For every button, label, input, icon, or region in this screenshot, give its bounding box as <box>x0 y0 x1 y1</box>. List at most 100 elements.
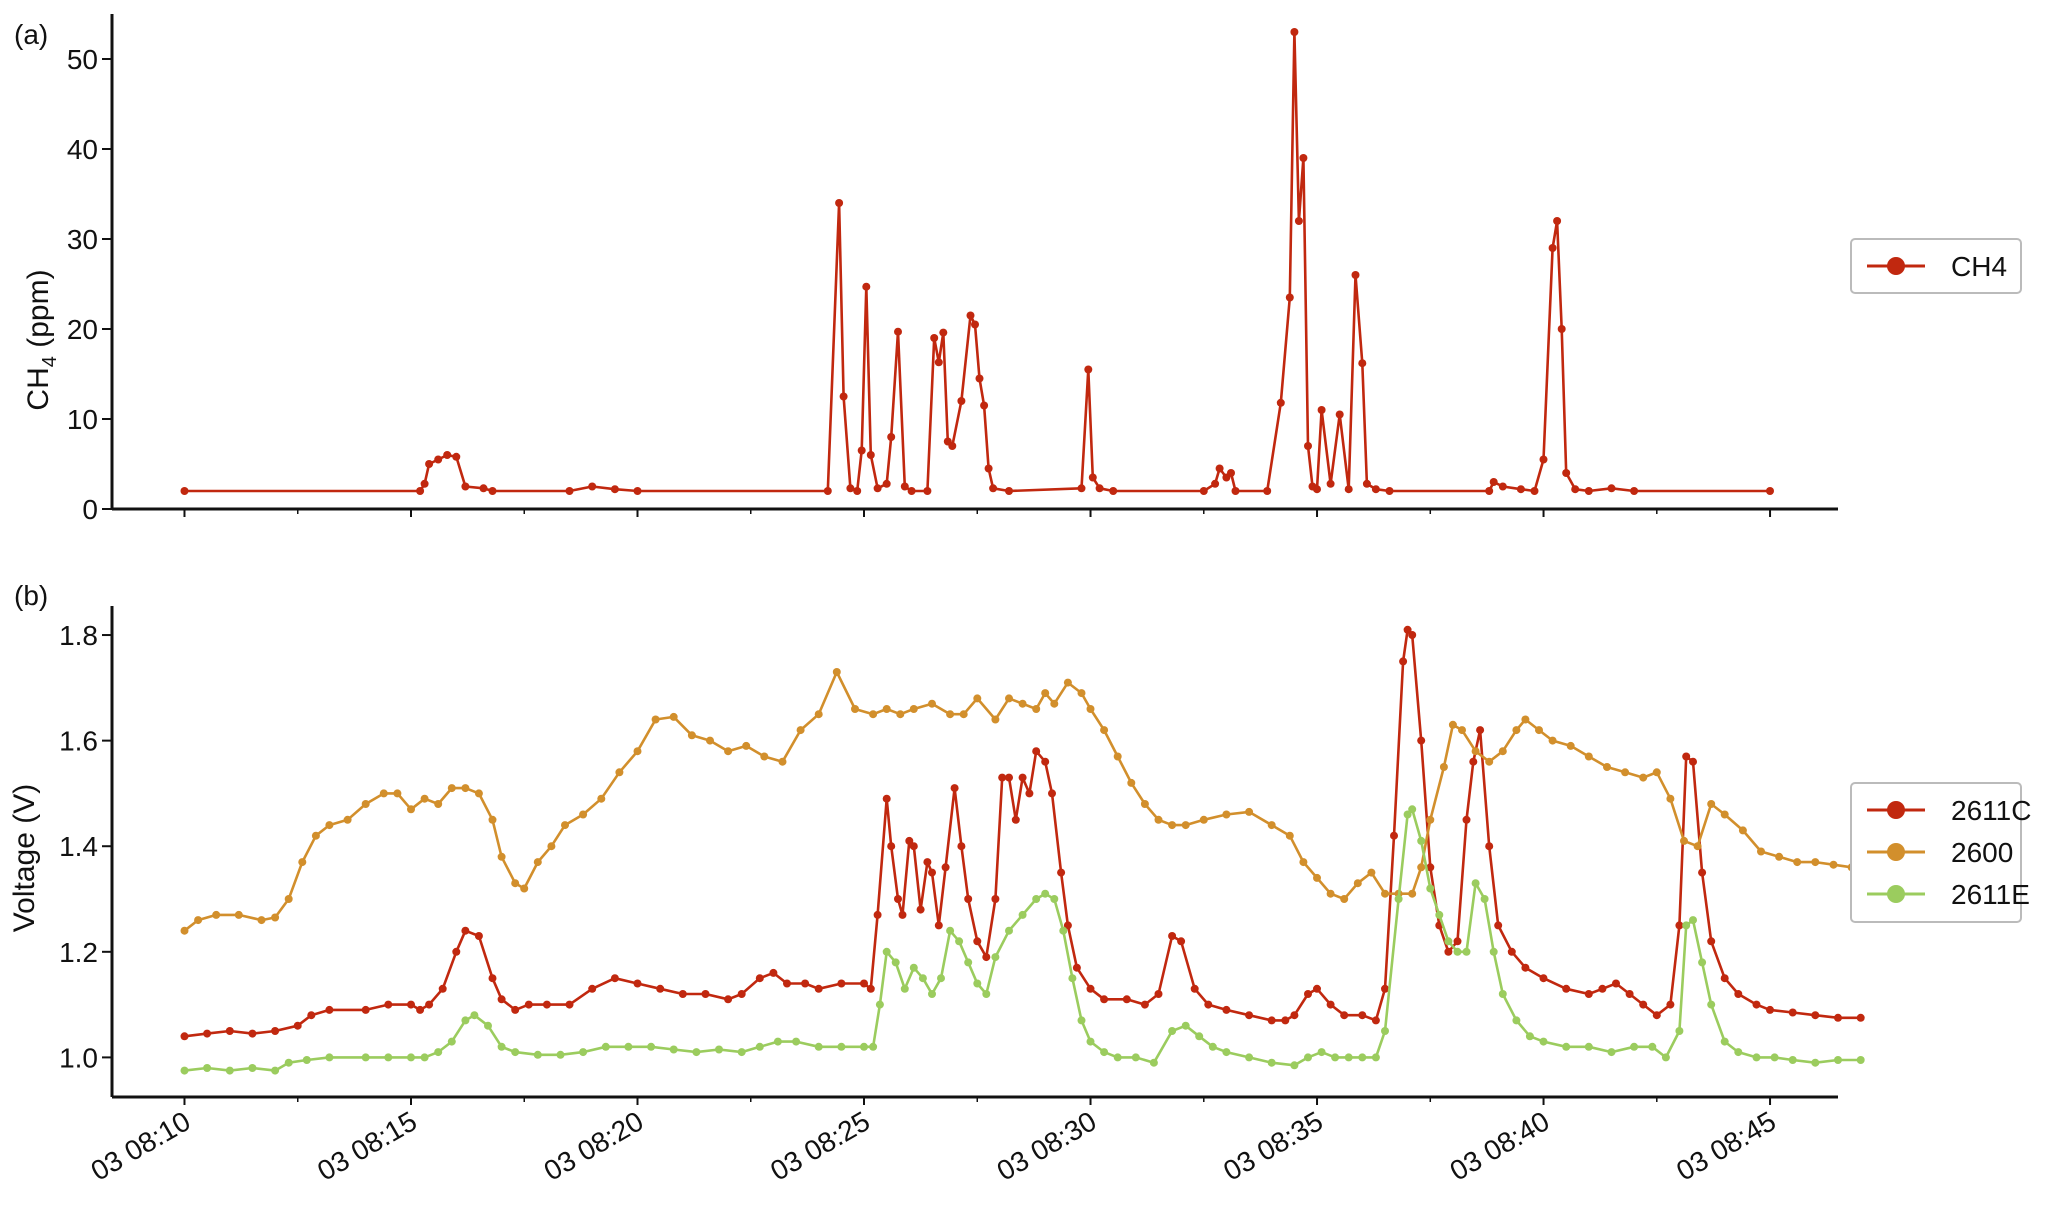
data-point-2611e <box>434 1048 443 1057</box>
data-point-2611c <box>1140 1000 1149 1009</box>
data-point-2611c <box>1100 995 1109 1004</box>
data-point-2600 <box>579 810 588 819</box>
data-point-2611c <box>991 895 1000 903</box>
data-point-2611e <box>1607 1048 1616 1057</box>
data-point-2611c <box>1358 1011 1367 1020</box>
data-point-2611c <box>998 773 1007 782</box>
data-point-2611c <box>1290 1011 1299 1020</box>
data-point-2600 <box>760 752 769 761</box>
data-point-2611c <box>1485 842 1494 851</box>
data-point-2600 <box>1417 863 1426 872</box>
data-point-2611e <box>271 1066 280 1075</box>
data-point-2600 <box>1408 889 1417 898</box>
data-point-2611e <box>1675 1027 1684 1035</box>
data-point-2611e <box>1770 1053 1779 1062</box>
data-point-2611c <box>293 1021 302 1030</box>
data-point-2611e <box>1834 1056 1842 1064</box>
data-point-2611c <box>180 1032 189 1041</box>
data-point-2600 <box>991 715 1000 724</box>
panel-a-ch4: (a) 0 10 20 30 40 50 CH4 (ppm) CH4 <box>14 14 2022 525</box>
data-point-2611c <box>1063 921 1072 930</box>
data-point-2600 <box>1222 810 1231 819</box>
data-point-2611e <box>973 979 982 988</box>
data-point-ch4 <box>1326 479 1335 488</box>
data-point-2611c <box>873 910 882 919</box>
data-point-ch4 <box>923 487 932 495</box>
data-point-2600 <box>928 699 936 708</box>
data-point-ch4 <box>853 487 862 495</box>
y-tick-label: 1.8 <box>59 620 98 651</box>
data-point-ch4 <box>1294 217 1303 225</box>
legend-2611c-marker <box>1887 801 1905 819</box>
data-point-2611c <box>1122 995 1131 1004</box>
data-point-2611c <box>1426 863 1435 872</box>
data-point-2611c <box>1788 1008 1797 1017</box>
data-point-2611c <box>894 895 902 903</box>
data-point-2611c <box>1639 1000 1648 1009</box>
data-point-2600 <box>1299 858 1308 867</box>
data-point-2611e <box>1408 805 1417 814</box>
data-point-2611e <box>1317 1048 1326 1057</box>
data-point-ch4 <box>588 482 597 491</box>
data-point-2600 <box>298 858 307 867</box>
data-point-2600 <box>1621 768 1630 777</box>
data-point-2611e <box>669 1045 678 1054</box>
data-point-2611c <box>1625 990 1634 998</box>
data-point-ch4 <box>1371 485 1380 494</box>
data-point-2611c <box>407 1000 415 1009</box>
data-point-2611c <box>898 910 907 919</box>
data-point-2611c <box>203 1029 212 1038</box>
data-point-ch4 <box>1553 217 1562 225</box>
data-point-2611c <box>1381 984 1389 993</box>
data-point-2600 <box>1521 715 1530 724</box>
data-point-ch4 <box>1362 479 1371 488</box>
data-point-2600 <box>1326 889 1335 898</box>
data-point-2611c <box>1453 937 1462 946</box>
data-point-2611c <box>1675 921 1684 930</box>
data-point-ch4 <box>443 451 452 459</box>
data-point-2611c <box>701 990 710 998</box>
data-point-2611c <box>1689 757 1697 766</box>
legend-2611e: 2611E <box>1867 879 2030 910</box>
data-point-2600 <box>1353 879 1362 888</box>
data-point-2611c <box>973 937 982 946</box>
y-tick-label: 40 <box>67 134 98 165</box>
data-point-2611e <box>1131 1053 1140 1062</box>
data-point-2611c <box>1598 984 1607 993</box>
x-tick-label: 03 08:10 <box>86 1105 196 1186</box>
data-point-2600 <box>180 926 189 935</box>
legend-2611e-marker <box>1887 885 1905 903</box>
data-point-2611c <box>325 1005 334 1014</box>
data-point-2611c <box>307 1011 316 1020</box>
data-point-2600 <box>1426 815 1435 824</box>
panel-b-x-ticks: 03 08:10 03 08:15 03 08:20 03 08:25 03 08:30… <box>86 1097 1781 1187</box>
legend-ch4-box <box>1850 238 2022 294</box>
data-point-2611e <box>1720 1037 1729 1046</box>
data-point-2611c <box>633 979 642 988</box>
data-point-2611e <box>814 1042 823 1051</box>
data-point-2600 <box>1693 842 1702 851</box>
data-point-2611e <box>991 953 1000 962</box>
data-point-2611c <box>678 990 687 998</box>
data-point-2611c <box>866 984 875 993</box>
panel-a-y-axis-label: CH4 (ppm) <box>22 269 61 410</box>
data-point-2611c <box>1025 789 1034 798</box>
data-point-2600 <box>1050 699 1059 708</box>
data-point-2611e <box>1181 1021 1190 1030</box>
data-point-2611c <box>814 984 823 993</box>
data-point-2600 <box>511 879 520 888</box>
data-point-2611e <box>180 1066 189 1075</box>
data-point-2611e <box>1068 974 1077 983</box>
x-tick-label: 03 08:35 <box>1218 1105 1328 1186</box>
data-point-ch4 <box>479 484 488 493</box>
data-point-2611e <box>601 1042 610 1051</box>
data-point-ch4 <box>461 482 470 491</box>
data-point-2600 <box>497 852 506 861</box>
data-point-ch4 <box>1290 28 1299 36</box>
data-point-2611e <box>1489 947 1498 956</box>
series-line-ch4 <box>184 30 1770 493</box>
data-point-2611c <box>783 979 791 988</box>
data-point-ch4 <box>1231 487 1240 495</box>
data-point-2611e <box>1290 1061 1299 1070</box>
data-point-2600 <box>284 895 293 903</box>
